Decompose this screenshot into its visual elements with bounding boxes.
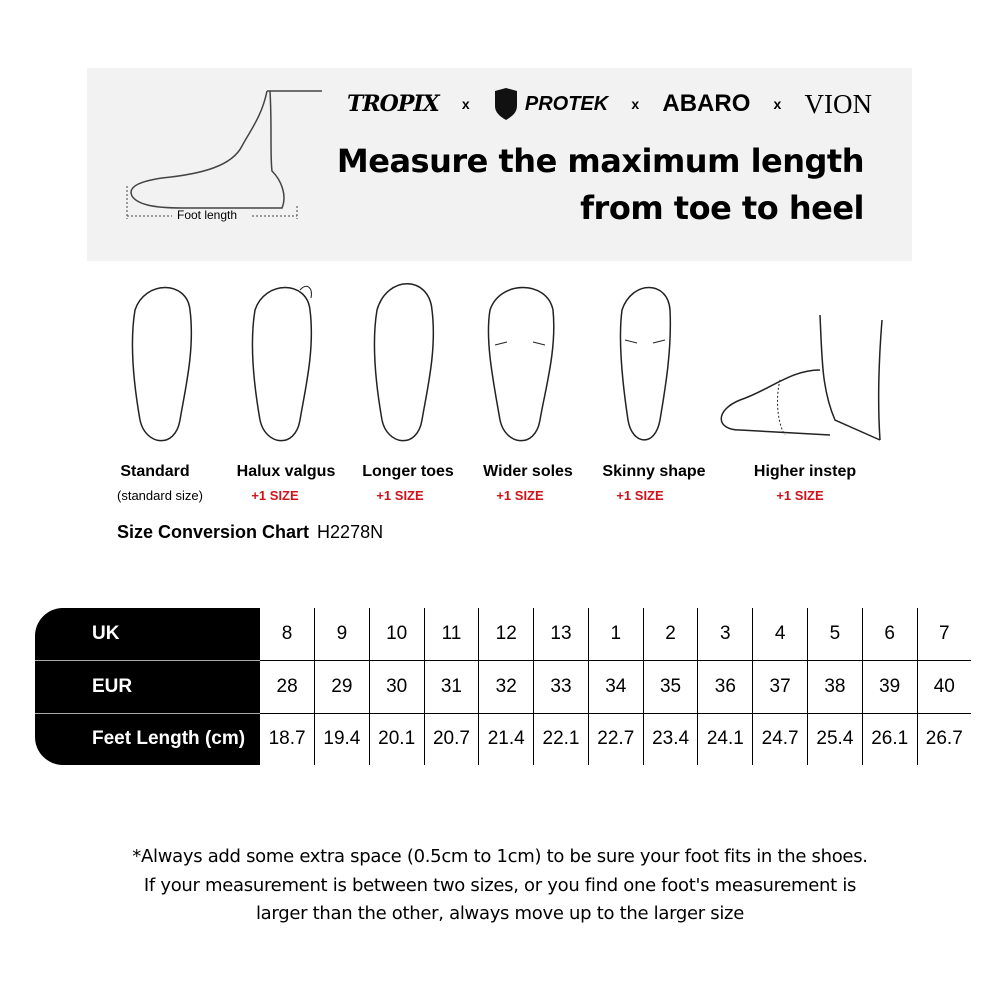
size-cell: 11 — [423, 608, 480, 661]
size-cell: 31 — [423, 659, 480, 714]
size-cell: 22.1 — [533, 712, 589, 765]
size-cell: 29 — [313, 659, 370, 714]
abaro-logo: ABARO — [662, 90, 751, 117]
size-cell: 1 — [587, 608, 644, 661]
foot-type-note: (standard size) — [117, 488, 203, 503]
note-line: If your measurement is between two sizes… — [143, 874, 857, 896]
size-row: EUR 28 29 30 31 32 33 34 35 36 37 38 39 40 — [35, 659, 971, 714]
tropix-logo: TROPIX — [347, 91, 440, 117]
size-cell: 24.7 — [752, 712, 809, 765]
size-cell: 3 — [697, 608, 754, 661]
headline-line-1: Measure the maximum length — [336, 142, 865, 180]
size-cell: 13 — [533, 608, 589, 661]
size-cell: 24.1 — [697, 712, 754, 765]
size-cell: 21.4 — [478, 712, 535, 765]
measure-banner: Foot length TROPIX x PROTEK x ABARO x VI… — [87, 68, 912, 261]
foot-type-label: Longer toes — [362, 463, 454, 480]
foot-type-label: Wider soles — [483, 463, 573, 480]
separator: x — [461, 96, 470, 112]
row-header: UK — [35, 608, 261, 661]
size-cell: 9 — [313, 608, 370, 661]
skinny-foot-icon — [619, 286, 672, 441]
size-cell: 20.7 — [423, 712, 480, 765]
size-cell: 35 — [642, 659, 699, 714]
size-cell: 36 — [697, 659, 754, 714]
foot-type-label: Higher instep — [753, 463, 857, 480]
size-notes: *Always add some extra space (0.5cm to 1… — [0, 843, 1000, 929]
size-cell: 23.4 — [642, 712, 699, 765]
size-cell: 26.7 — [916, 712, 971, 765]
size-cell: 20.1 — [368, 712, 425, 765]
foot-type-label: Halux valgus — [236, 463, 336, 480]
size-cell: 28 — [259, 659, 315, 714]
size-cell: 30 — [368, 659, 425, 714]
vion-logo: VION — [804, 88, 873, 119]
note-line: larger than the other, always move up to… — [255, 903, 744, 924]
note-line: *Always add some extra space (0.5cm to 1… — [132, 846, 868, 867]
headline: Measure the maximum length from toe to h… — [336, 138, 865, 232]
foot-type-note: +1 SIZE — [376, 488, 424, 503]
size-cell: 6 — [861, 608, 918, 661]
separator: x — [773, 96, 782, 112]
size-cell: 25.4 — [807, 712, 863, 765]
wider-soles-foot-icon — [487, 286, 555, 442]
brand-logos: TROPIX x PROTEK x ABARO x VION — [347, 88, 872, 120]
size-cell: 22.7 — [587, 712, 644, 765]
size-cell: 5 — [807, 608, 863, 661]
protek-logo: PROTEK — [493, 88, 608, 120]
separator: x — [631, 96, 640, 112]
row-header: EUR — [35, 659, 261, 714]
chart-title-text: Size Conversion Chart — [117, 522, 310, 542]
size-cell: 12 — [478, 608, 535, 661]
model-code: H2278N — [317, 522, 384, 542]
size-cell: 40 — [916, 659, 971, 714]
size-cell: 18.7 — [259, 712, 315, 765]
size-cell: 8 — [259, 608, 315, 661]
foot-type-note: +1 SIZE — [251, 488, 299, 503]
size-row: UK 8 9 10 11 12 13 1 2 3 4 5 6 7 — [35, 608, 971, 661]
size-cell: 37 — [752, 659, 809, 714]
standard-foot-icon — [131, 286, 193, 442]
size-cell: 26.1 — [861, 712, 918, 765]
foot-type-note: +1 SIZE — [616, 488, 664, 503]
chart-title: Size Conversion Chart H2278N — [117, 522, 383, 543]
foot-type-label: Standard — [120, 463, 190, 480]
halux-valgus-foot-icon — [251, 285, 313, 442]
longer-toes-foot-icon — [373, 283, 435, 442]
foot-type-label: Skinny shape — [602, 463, 706, 480]
headline-line-2: from toe to heel — [580, 189, 864, 227]
size-cell: 7 — [916, 608, 971, 661]
protek-text: PROTEK — [524, 92, 609, 115]
size-cell: 19.4 — [313, 712, 370, 765]
size-table: UK 8 9 10 11 12 13 1 2 3 4 5 6 7 EUR 28 29 30 31 32 33 34 35 36… — [33, 606, 973, 767]
size-cell: 33 — [533, 659, 589, 714]
size-cell: 4 — [752, 608, 809, 661]
higher-instep-foot-icon — [720, 314, 883, 441]
size-cell: 32 — [478, 659, 535, 714]
size-cell: 10 — [368, 608, 425, 661]
size-row: Feet Length (cm) 18.7 19.4 20.1 20.7 21.4 22.1… — [35, 712, 971, 765]
foot-length-label: Foot length — [177, 208, 238, 222]
row-header: Feet Length (cm) — [35, 712, 261, 765]
size-cell: 34 — [587, 659, 644, 714]
size-cell: 2 — [642, 608, 699, 661]
size-cell: 39 — [861, 659, 918, 714]
foot-type-note: +1 SIZE — [776, 488, 824, 503]
foot-side-icon — [126, 90, 322, 219]
size-cell: 38 — [807, 659, 863, 714]
foot-type-note: +1 SIZE — [496, 488, 544, 503]
shield-icon — [494, 88, 517, 120]
